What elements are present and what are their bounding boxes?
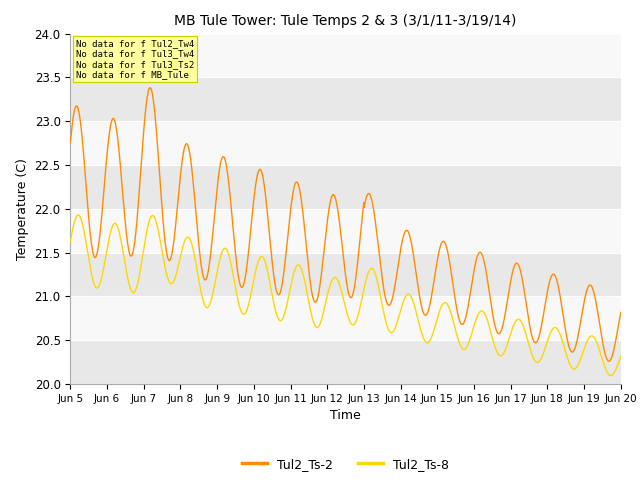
Bar <box>70 297 621 340</box>
Bar <box>70 77 621 121</box>
X-axis label: Time: Time <box>330 409 361 422</box>
Bar <box>70 34 621 77</box>
Bar <box>70 165 621 209</box>
Title: MB Tule Tower: Tule Temps 2 & 3 (3/1/11-3/19/14): MB Tule Tower: Tule Temps 2 & 3 (3/1/11-… <box>175 14 516 28</box>
Y-axis label: Temperature (C): Temperature (C) <box>16 158 29 260</box>
Legend: Tul2_Ts-2, Tul2_Ts-8: Tul2_Ts-2, Tul2_Ts-8 <box>237 453 454 476</box>
Bar <box>70 252 621 297</box>
Bar <box>70 340 621 384</box>
Text: No data for f Tul2_Tw4
No data for f Tul3_Tw4
No data for f Tul3_Ts2
No data for: No data for f Tul2_Tw4 No data for f Tul… <box>76 39 194 79</box>
Bar <box>70 209 621 252</box>
Bar <box>70 121 621 165</box>
